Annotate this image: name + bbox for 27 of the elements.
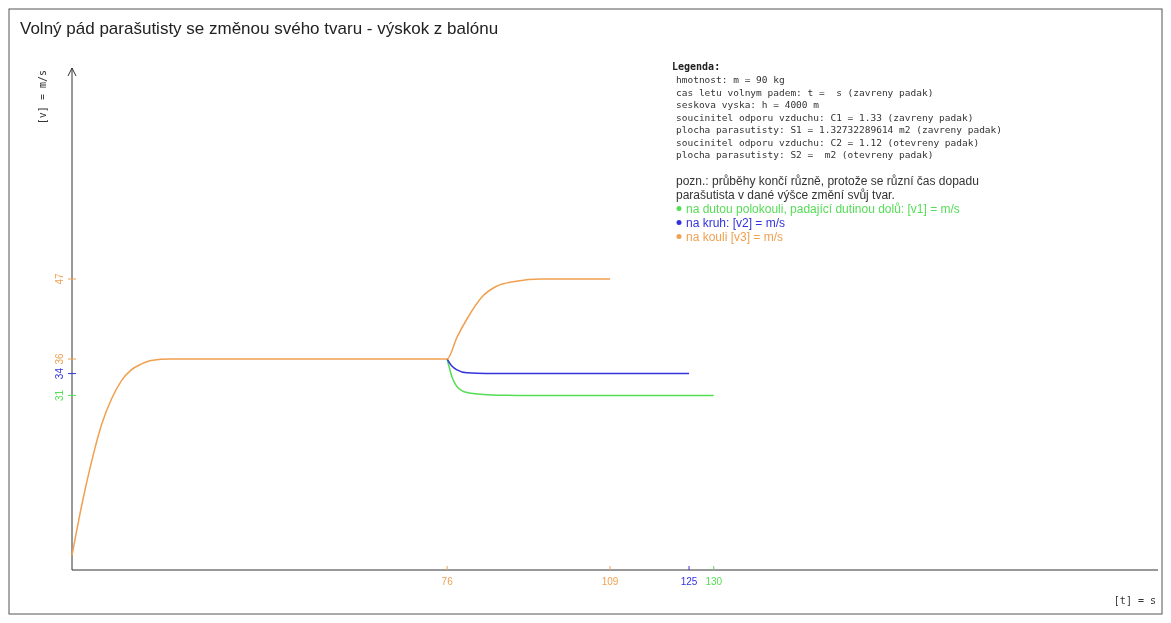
annotation: soucinitel odporu vzduchu: C2 = 1.12 (otevreny padak) xyxy=(676,136,980,148)
text: na kouli [v3] = m/s xyxy=(686,229,784,244)
x-tick-label: 125 xyxy=(680,576,698,587)
annotation: seskova vyska: h = 4000 m xyxy=(676,99,820,110)
annotation: pozn.: průběhy končí různě, protože se různí čas dopadu xyxy=(676,173,979,188)
y-tick-label: 36 xyxy=(54,353,65,365)
annotation: cas letu volnym padem: t = s (zavreny padak) xyxy=(676,86,934,98)
annotation: parašutista v dané výšce změní svůj tvar. xyxy=(676,187,895,202)
annotation: plocha parasutisty: S1 = 1.32732289614 m2 (zavreny padak) xyxy=(676,124,1003,135)
y-axis-title: [v] = m/s xyxy=(37,70,48,125)
legend-title: Legenda: xyxy=(672,61,721,72)
chart-title: Volný pád parašutisty se změnou svého tvaru - výskok z balónu xyxy=(20,19,499,38)
line-series xyxy=(71,278,611,557)
x-tick-label: 76 xyxy=(441,576,454,587)
x-tick-label: 130 xyxy=(705,576,723,587)
line-series xyxy=(446,358,690,375)
x-tick-label: 109 xyxy=(601,576,619,587)
y-tick-label: 34 xyxy=(54,367,65,380)
annotation: hmotnost: m = 90 kg xyxy=(676,74,785,85)
line-series xyxy=(446,358,715,397)
annotation: soucinitel odporu vzduchu: C1 = 1.33 (zavreny padak) xyxy=(676,111,974,123)
text: na dutou polokouli, padající dutinou dolů: [v1] = m/s xyxy=(686,201,960,216)
x-axis-title: [t] = s xyxy=(1113,595,1156,606)
y-tick-label: 31 xyxy=(54,389,65,401)
annotation: plocha parasutisty: S2 = m2 (otevreny padak) xyxy=(676,149,934,160)
y-tick-label: 47 xyxy=(54,272,65,285)
text: na kruh: [v2] = m/s xyxy=(686,215,786,230)
